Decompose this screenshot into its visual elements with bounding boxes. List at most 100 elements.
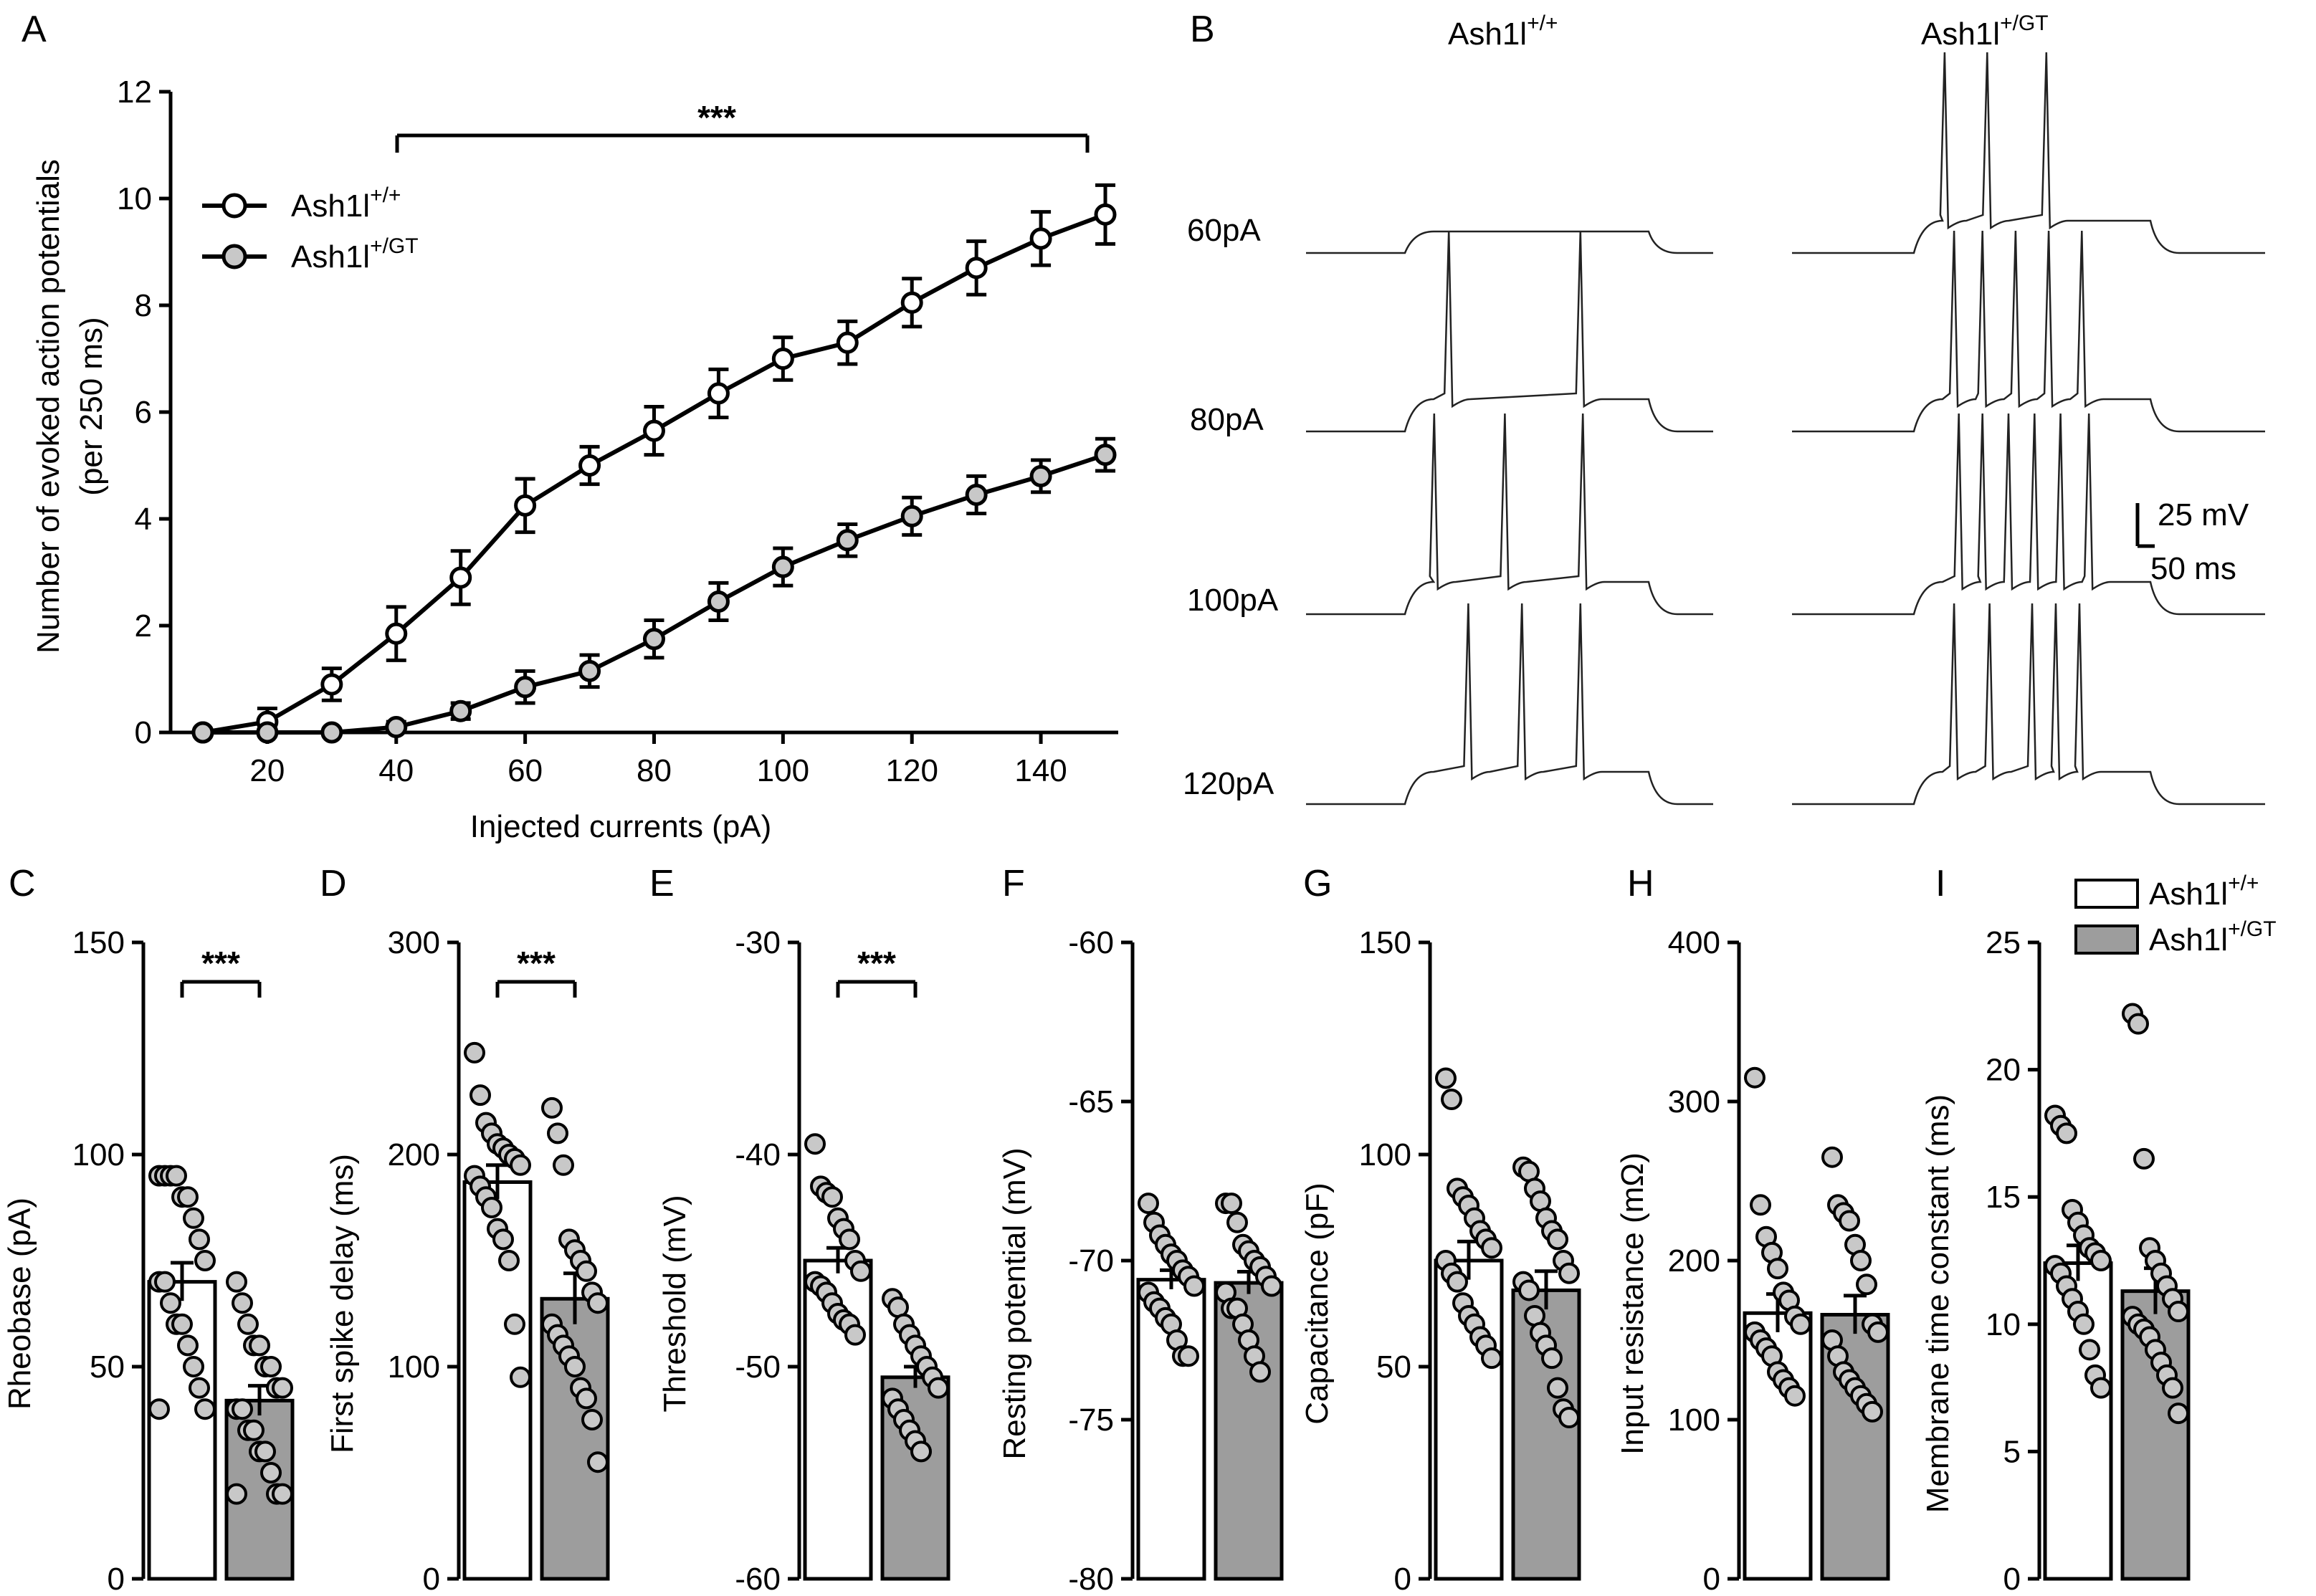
data-point-mut [1541, 1347, 1563, 1370]
data-point-wt [504, 1313, 525, 1335]
y-tick-label: 50 [1376, 1349, 1411, 1385]
panel-a-x-tick-label: 100 [757, 753, 809, 788]
y-tick-label: 0 [1703, 1562, 1720, 1596]
panel-label-d: D [320, 863, 347, 904]
panel-a-x-label: Injected currents (pA) [470, 809, 772, 844]
data-point-mut [900, 505, 923, 527]
panel-a-x-tick-label: 20 [249, 753, 285, 788]
data-point-wt [1784, 1385, 1806, 1407]
data-point-wt [900, 291, 923, 314]
y-tick-label: 200 [1668, 1243, 1720, 1279]
data-point-wt [160, 1292, 181, 1314]
data-point-mut [1867, 1321, 1889, 1343]
data-point-mut [2127, 1013, 2149, 1035]
data-point-wt [194, 1398, 216, 1420]
data-point-wt [804, 1133, 826, 1155]
data-point-mut [547, 1122, 568, 1145]
panel-a-y-label-2: (per 250 ms) [74, 317, 109, 495]
data-point-mut [1226, 1211, 1248, 1233]
data-point-wt [514, 494, 537, 517]
panel-a-y-label-1: Number of evoked action potentials [31, 159, 66, 654]
data-point-wt [2056, 1122, 2077, 1145]
data-point-wt [1094, 203, 1117, 226]
panel-g-plot: 0 50 100 150 Capacitance (pF) [1300, 925, 1581, 1596]
data-point-mut [254, 1440, 276, 1463]
data-point-wt [1435, 1067, 1457, 1089]
data-point-mut [243, 1419, 265, 1441]
significance-stars: *** [517, 945, 556, 982]
data-point-wt [2079, 1339, 2100, 1361]
data-point-mut [581, 1409, 603, 1430]
data-point-mut [237, 1313, 259, 1335]
panel-a-y-tick-label: 4 [135, 502, 152, 537]
y-tick-label: 300 [1668, 1084, 1720, 1119]
data-point-wt [642, 419, 665, 442]
data-point-wt [1790, 1313, 1811, 1335]
data-point-wt [1138, 1193, 1159, 1215]
data-point-wt [498, 1250, 520, 1271]
trace-mut-80pA [1792, 230, 2265, 433]
data-point-wt [1767, 1258, 1788, 1280]
data-point-wt [449, 566, 472, 589]
data-point-wt [2090, 1377, 2112, 1399]
y-tick-label: 100 [388, 1349, 440, 1385]
y-tick-label: -30 [735, 925, 781, 960]
data-point-mut [965, 483, 988, 506]
data-point-wt [965, 257, 988, 279]
data-point-mut [226, 1483, 247, 1505]
trace-mut-120pA [1792, 603, 2265, 806]
panel-a-x-tick-label: 80 [637, 753, 672, 788]
data-point-wt [2090, 1250, 2112, 1271]
data-point-mut [1249, 1361, 1271, 1383]
data-point-wt [771, 348, 794, 370]
panel-label-i: I [1935, 863, 1945, 904]
y-tick-label: -40 [735, 1137, 781, 1172]
trace-title-mut: Ash1l+/GT [1921, 11, 2049, 52]
data-point-wt [1481, 1237, 1502, 1259]
bottom-legend-swatch-mut [2074, 924, 2139, 955]
data-point-mut [1821, 1146, 1843, 1168]
data-point-wt [470, 1084, 491, 1107]
trace-mut-60pA [1792, 52, 2265, 254]
data-point-wt [510, 1154, 531, 1176]
panel-a-significance: *** [697, 99, 736, 136]
data-point-mut [1547, 1228, 1568, 1251]
data-point-mut [576, 1260, 597, 1282]
panel-d-plot: 0 100 200 300 First spike delay (ms) *** [325, 925, 610, 1596]
data-point-mut [2168, 1301, 2189, 1323]
panel-i-plot: 0 5 10 15 20 25 Membrane time constant (ms) [1920, 925, 2191, 1596]
y-tick-label: 100 [1359, 1137, 1411, 1172]
y-tick-label: 300 [388, 925, 440, 960]
trace-row-label-120pa: 120pA [1183, 766, 1274, 801]
panel-h-plot: 0 100 200 300 400 Input resistance (mΩ) [1615, 925, 1890, 1596]
data-point-mut [1221, 1193, 1242, 1215]
data-point-wt [166, 1165, 187, 1187]
y-tick-label: 10 [1986, 1307, 2021, 1342]
y-tick-label: 20 [1986, 1053, 2021, 1088]
data-point-mut [1558, 1262, 1580, 1284]
y-axis-label: Input resistance (mΩ) [1615, 1152, 1650, 1455]
data-point-wt [707, 382, 730, 405]
panel-label-a: A [22, 9, 47, 50]
data-point-mut [2133, 1147, 2155, 1170]
y-tick-label: 50 [90, 1349, 125, 1385]
y-tick-label: 150 [1359, 925, 1411, 960]
data-point-mut [642, 628, 665, 651]
panel-a-y-tick-label: 2 [135, 608, 152, 644]
data-point-wt [189, 1228, 210, 1251]
data-point-mut [1261, 1275, 1282, 1297]
data-point-mut [449, 699, 472, 722]
data-point-wt [578, 454, 601, 477]
bottom-legend-swatch-wt [2074, 879, 2139, 909]
panel-a-y-tick-label: 10 [117, 181, 152, 216]
legend-marker-wt [221, 193, 247, 219]
panel-a-x-tick-label: 120 [886, 753, 938, 788]
y-tick-label: -50 [735, 1349, 781, 1385]
data-point-mut [587, 1292, 609, 1314]
y-tick-label: 0 [2003, 1562, 2021, 1596]
panel-b: B Ash1l+/+ Ash1l+/GT 60pA 80pA 100pA 120… [1183, 9, 2265, 806]
data-point-wt [510, 1366, 531, 1388]
y-tick-label: -80 [1068, 1562, 1114, 1596]
data-point-wt [1441, 1089, 1462, 1111]
